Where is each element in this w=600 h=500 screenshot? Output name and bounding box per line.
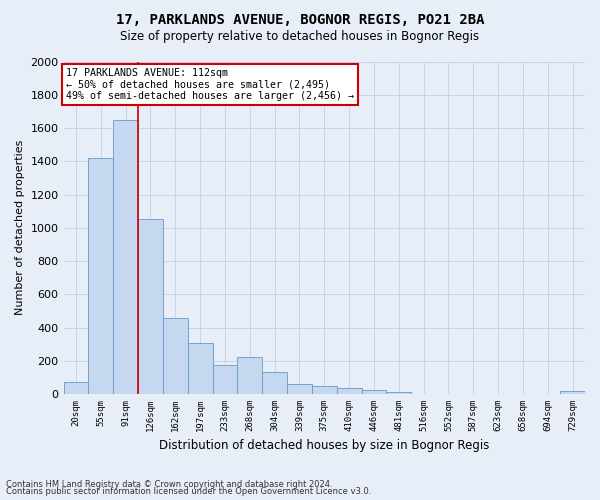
Bar bbox=[362, 390, 386, 394]
Y-axis label: Number of detached properties: Number of detached properties bbox=[15, 140, 25, 316]
Bar bbox=[64, 382, 88, 394]
Bar bbox=[337, 388, 362, 394]
X-axis label: Distribution of detached houses by size in Bognor Regis: Distribution of detached houses by size … bbox=[159, 440, 490, 452]
Bar bbox=[312, 386, 337, 394]
Bar bbox=[287, 384, 312, 394]
Bar bbox=[113, 120, 138, 394]
Bar bbox=[386, 392, 411, 394]
Bar bbox=[238, 356, 262, 394]
Text: Contains HM Land Registry data © Crown copyright and database right 2024.: Contains HM Land Registry data © Crown c… bbox=[6, 480, 332, 489]
Bar bbox=[262, 372, 287, 394]
Bar bbox=[212, 365, 238, 394]
Text: Contains public sector information licensed under the Open Government Licence v3: Contains public sector information licen… bbox=[6, 488, 371, 496]
Bar bbox=[163, 318, 188, 394]
Bar bbox=[138, 220, 163, 394]
Bar bbox=[560, 390, 585, 394]
Text: Size of property relative to detached houses in Bognor Regis: Size of property relative to detached ho… bbox=[121, 30, 479, 43]
Text: 17, PARKLANDS AVENUE, BOGNOR REGIS, PO21 2BA: 17, PARKLANDS AVENUE, BOGNOR REGIS, PO21… bbox=[116, 12, 484, 26]
Text: 17 PARKLANDS AVENUE: 112sqm
← 50% of detached houses are smaller (2,495)
49% of : 17 PARKLANDS AVENUE: 112sqm ← 50% of det… bbox=[66, 68, 354, 102]
Bar bbox=[88, 158, 113, 394]
Bar bbox=[188, 342, 212, 394]
